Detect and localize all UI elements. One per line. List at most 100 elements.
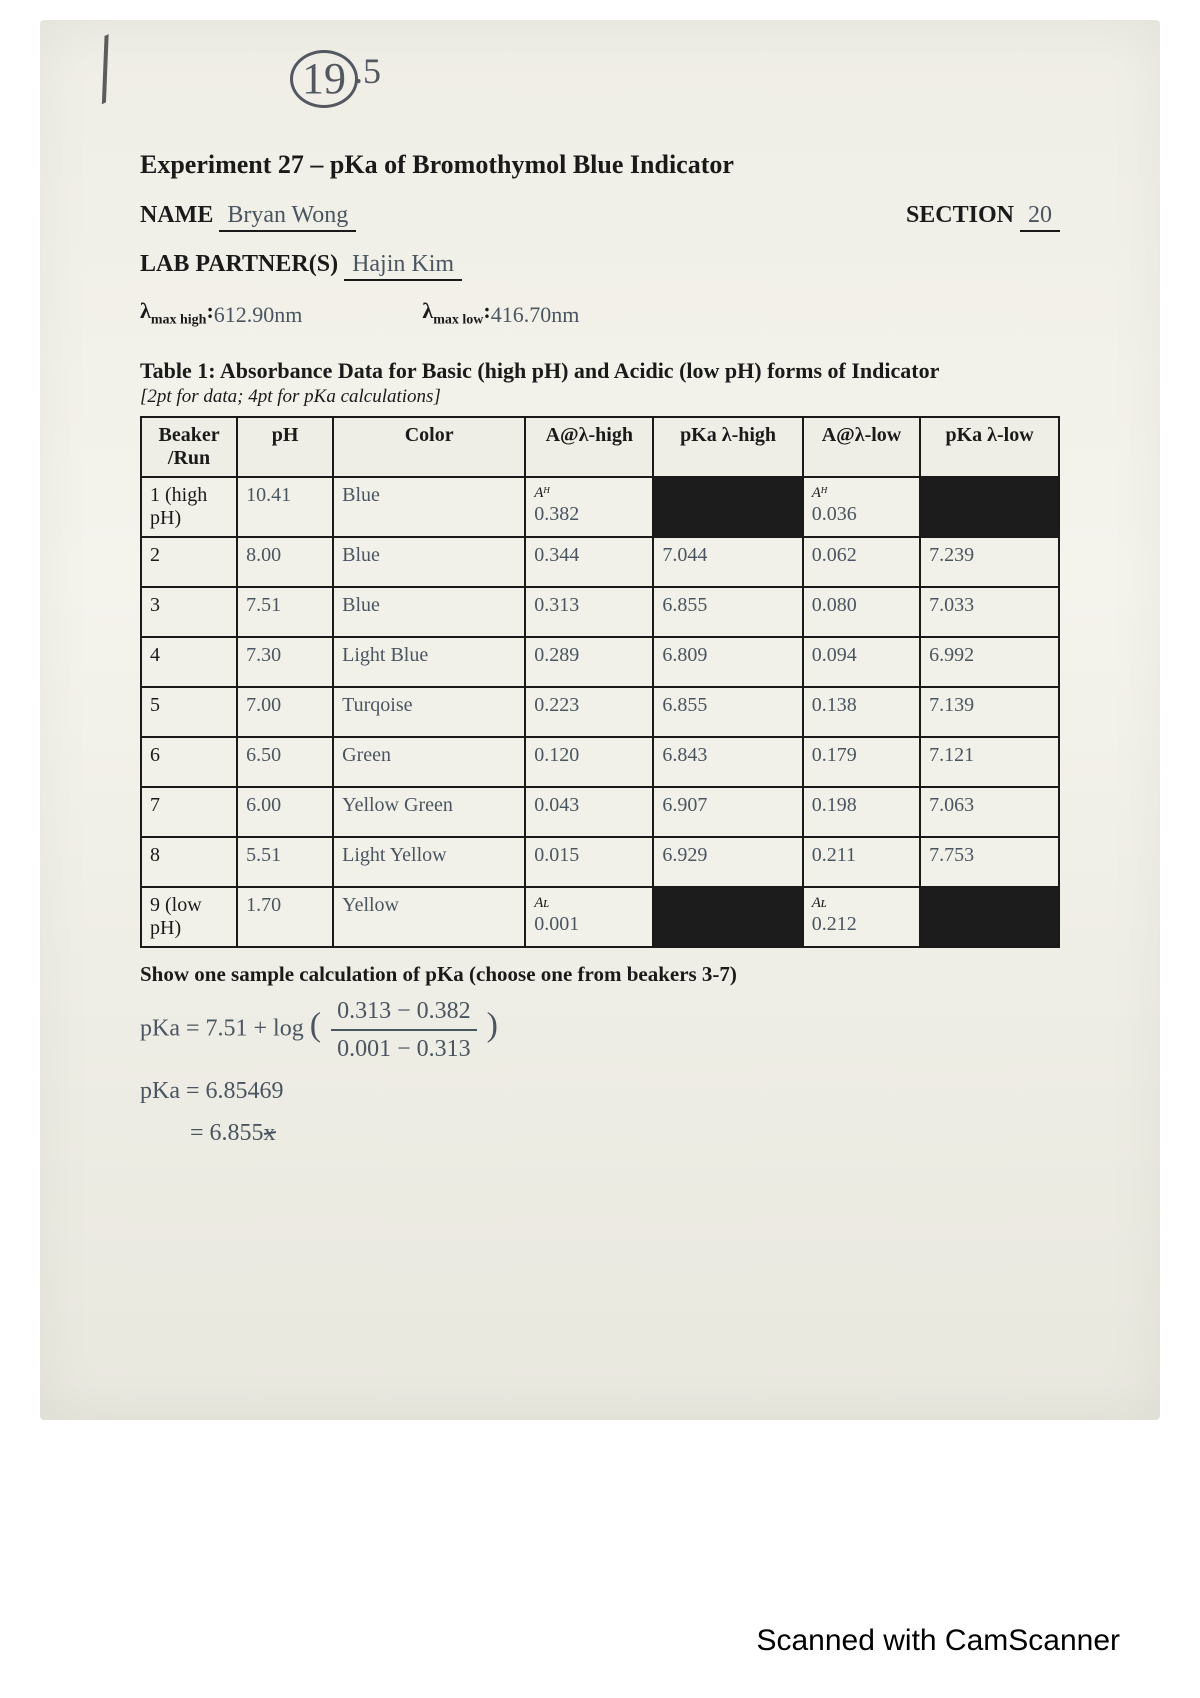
section-value: 20: [1020, 202, 1060, 232]
lambda-high-value: 612.90nm: [214, 302, 303, 328]
cell: Aʟ0.001: [525, 887, 653, 947]
calc-line-3: = 6.855x: [190, 1115, 1060, 1151]
cell: 7.044: [653, 537, 802, 587]
section-label: SECTION: [906, 202, 1014, 228]
cell: 0.015: [525, 837, 653, 887]
cell: 6.843: [653, 737, 802, 787]
lambda-row: λmax high: 612.90nm λmax low: 416.70nm: [140, 298, 1060, 328]
lambda-low-value: 416.70nm: [491, 302, 580, 328]
cell: 6: [141, 737, 237, 787]
table-subtitle: [2pt for data; 4pt for pKa calculations]: [140, 386, 1060, 408]
calc-line-2: pKa = 6.85469: [140, 1073, 1060, 1109]
table-row: 37.51Blue0.3136.8550.0807.033: [141, 587, 1059, 637]
cell: 7.00: [237, 687, 333, 737]
cell: 7.30: [237, 637, 333, 687]
cell: 2: [141, 537, 237, 587]
table-title: Table 1: Absorbance Data for Basic (high…: [140, 358, 1060, 384]
cell: 0.062: [803, 537, 920, 587]
cell: 6.855: [653, 687, 802, 737]
calc-line3-pre: = 6.855: [190, 1120, 264, 1146]
cell: Blue: [333, 537, 525, 587]
col-header: A@λ-high: [525, 417, 653, 477]
cell: 7.063: [920, 787, 1059, 837]
cell: 7.139: [920, 687, 1059, 737]
table-row: 57.00Turqoise0.2236.8550.1387.139: [141, 687, 1059, 737]
experiment-title: Experiment 27 – pKa of Bromothymol Blue …: [140, 150, 1060, 180]
calc-line3-strike: x: [264, 1120, 276, 1146]
col-header: pH: [237, 417, 333, 477]
name-label: NAME: [140, 202, 213, 228]
cell: 6.855: [653, 587, 802, 637]
calc-frac-den: 0.001 − 0.313: [331, 1031, 477, 1067]
cell: Light Blue: [333, 637, 525, 687]
cell: Aʟ0.212: [803, 887, 920, 947]
cell: 6.00: [237, 787, 333, 837]
col-header: Beaker /Run: [141, 417, 237, 477]
cell: 0.211: [803, 837, 920, 887]
cell: 9 (low pH): [141, 887, 237, 947]
name-section-row: NAME Bryan Wong SECTION 20: [140, 202, 1060, 229]
cell: Aᴴ0.036: [803, 477, 920, 537]
cell: [653, 477, 802, 537]
cell: 6.809: [653, 637, 802, 687]
cell: 5.51: [237, 837, 333, 887]
lambda-low-label: λmax low:: [422, 298, 490, 328]
cell: 7.239: [920, 537, 1059, 587]
cell: 6.50: [237, 737, 333, 787]
table-body: 1 (high pH)10.41BlueAᴴ0.382Aᴴ0.03628.00B…: [141, 477, 1059, 947]
lambda-high-label: λmax high:: [140, 298, 214, 328]
cell: 0.120: [525, 737, 653, 787]
cell: 0.313: [525, 587, 653, 637]
cell: Light Yellow: [333, 837, 525, 887]
col-header: A@λ-low: [803, 417, 920, 477]
cell: 6.929: [653, 837, 802, 887]
table-row: 1 (high pH)10.41BlueAᴴ0.382Aᴴ0.036: [141, 477, 1059, 537]
score-main: 19: [290, 50, 358, 108]
table-row: 28.00Blue0.3447.0440.0627.239: [141, 537, 1059, 587]
col-header: Color: [333, 417, 525, 477]
cell: [653, 887, 802, 947]
cell: 7.753: [920, 837, 1059, 887]
cell: 7.121: [920, 737, 1059, 787]
calc-frac-num: 0.313 − 0.382: [331, 993, 477, 1031]
cell: 3: [141, 587, 237, 637]
worksheet-page: ╱ 19.5 Experiment 27 – pKa of Bromothymo…: [40, 20, 1160, 1420]
cell: Turqoise: [333, 687, 525, 737]
cell: 0.223: [525, 687, 653, 737]
cell: 0.344: [525, 537, 653, 587]
partners-label: LAB PARTNER(S): [140, 251, 338, 277]
calc-heading: Show one sample calculation of pKa (choo…: [140, 962, 1060, 987]
scanner-footer: Scanned with CamScanner: [756, 1624, 1120, 1658]
calc-line-1: pKa = 7.51 + log ( 0.313 − 0.382 0.001 −…: [140, 993, 1060, 1067]
cell: 0.198: [803, 787, 920, 837]
cell: Green: [333, 737, 525, 787]
cell: 0.094: [803, 637, 920, 687]
score-annotation: 19.5: [290, 50, 381, 108]
table-row: 66.50Green0.1206.8430.1797.121: [141, 737, 1059, 787]
table-row: 85.51Light Yellow0.0156.9290.2117.753: [141, 837, 1059, 887]
name-value: Bryan Wong: [219, 202, 356, 232]
cell: [920, 887, 1059, 947]
calc-fraction: 0.313 − 0.382 0.001 − 0.313: [331, 993, 477, 1067]
cell: 6.992: [920, 637, 1059, 687]
cell: [920, 477, 1059, 537]
cell: 0.179: [803, 737, 920, 787]
data-table: Beaker /RunpHColorA@λ-highpKa λ-highA@λ-…: [140, 416, 1060, 948]
table-header-row: Beaker /RunpHColorA@λ-highpKa λ-highA@λ-…: [141, 417, 1059, 477]
cell: 0.043: [525, 787, 653, 837]
cell: 0.289: [525, 637, 653, 687]
cell: 7: [141, 787, 237, 837]
cell: 1.70: [237, 887, 333, 947]
cell: 8.00: [237, 537, 333, 587]
cell: Aᴴ0.382: [525, 477, 653, 537]
cell: 7.033: [920, 587, 1059, 637]
table-row: 47.30Light Blue0.2896.8090.0946.992: [141, 637, 1059, 687]
partners-row: LAB PARTNER(S) Hajin Kim: [140, 251, 1060, 278]
table-row: 9 (low pH)1.70YellowAʟ0.001Aʟ0.212: [141, 887, 1059, 947]
cell: 0.080: [803, 587, 920, 637]
cell: 10.41: [237, 477, 333, 537]
cell: 6.907: [653, 787, 802, 837]
cell: 7.51: [237, 587, 333, 637]
checkmark-annotation: ╱: [79, 36, 133, 104]
cell: Yellow Green: [333, 787, 525, 837]
